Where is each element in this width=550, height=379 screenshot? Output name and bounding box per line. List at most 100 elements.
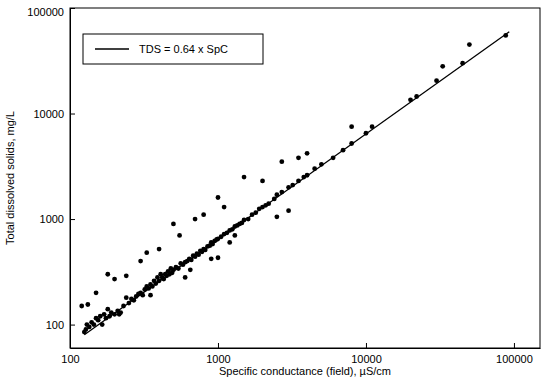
y-tick-mark [70,114,75,115]
data-point [286,185,291,190]
data-point [349,141,354,146]
data-point [364,131,369,136]
y-axis-title: Total dissolved solids, mg/L [4,111,16,245]
plot: 100 1000 10000 100000 100 1000 10000 100000 TDS … [27,6,540,365]
data-point [209,256,214,261]
data-point [148,293,153,298]
fit-line [84,32,509,335]
x-tick-mark [366,343,367,348]
data-point [85,302,90,307]
data-point [274,214,279,219]
y-tick: 100000 [27,6,75,18]
data-point [201,212,206,217]
data-point [305,173,310,178]
data-point [189,258,194,263]
x-axis-title: Specific conductance (field), µS/cm [219,365,391,377]
data-point [341,148,346,153]
data-point [319,162,324,167]
data-point [124,295,129,300]
data-point [112,277,117,282]
x-axis-line [71,348,541,349]
data-point [467,42,472,47]
legend-label: TDS = 0.64 x SpC [139,43,228,55]
data-point [171,221,176,226]
data-point [94,290,99,295]
data-point [216,195,221,200]
data-point [408,97,413,102]
data-point [414,94,419,99]
data-point [124,273,129,278]
data-point [290,183,295,188]
data-point [312,166,317,171]
data-point [177,233,182,238]
data-point [349,124,354,129]
data-point [126,301,131,306]
data-point [105,272,110,277]
y-tick-label: 100 [46,319,64,331]
x-axis: 100 1000 10000 100000 [61,343,540,365]
marks [79,32,509,335]
data-point [140,293,145,298]
data-point [296,178,301,183]
y-tick-mark [70,325,75,326]
data-point [242,218,247,223]
data-point [242,175,247,180]
data-point [222,205,227,210]
x-tick-label: 100 [61,353,79,365]
data-point [305,151,310,156]
y-tick-label: 10000 [33,108,64,120]
y-tick-label: 1000 [40,213,64,225]
data-point [246,217,251,222]
data-point [253,210,258,215]
x-tick-mark [218,343,219,348]
data-point [118,310,123,315]
y-axis: 100 1000 10000 100000 [27,6,75,348]
legend: TDS = 0.64 x SpC [83,34,263,64]
data-point [272,197,277,202]
y-tick: 10000 [33,108,75,120]
data-point [176,266,181,271]
data-point [296,155,301,160]
x-tick-label: 100000 [496,353,533,365]
data-point [144,250,149,255]
y-tick-mark [70,8,75,9]
data-point [279,190,284,195]
data-point [100,322,105,327]
x-tick: 100000 [496,343,533,365]
data-point [434,78,439,83]
x-tick-label: 10000 [351,353,382,365]
plot-frame [70,8,540,348]
data-point [227,240,232,245]
data-point [266,201,271,206]
data-point [274,192,279,197]
y-tick-label: 100000 [27,6,64,18]
data-point [460,61,465,66]
data-point [216,255,221,260]
data-point [91,322,96,327]
data-point [370,124,375,129]
data-point [188,267,193,272]
chart: 100 1000 10000 100000 100 1000 10000 100000 TDS … [0,0,550,379]
data-point [105,307,110,312]
data-point [138,259,143,264]
legend-box [83,34,263,64]
data-point [440,64,445,69]
data-point [260,178,265,183]
data-point [503,33,508,38]
data-point [121,304,126,309]
x-tick-mark [514,343,515,348]
data-point [87,325,92,330]
y-tick: 100 [46,319,75,331]
data-point [232,233,237,238]
x-tick: 1000 [206,343,230,365]
data-point [193,217,198,222]
data-point [286,208,291,213]
y-tick-mark [70,219,75,220]
data-point [157,247,162,252]
data-point [183,275,188,280]
data-point [279,159,284,164]
x-tick: 10000 [351,343,382,365]
data-point [79,304,84,309]
y-axis-line [70,9,71,349]
x-tick-label: 1000 [206,353,230,365]
